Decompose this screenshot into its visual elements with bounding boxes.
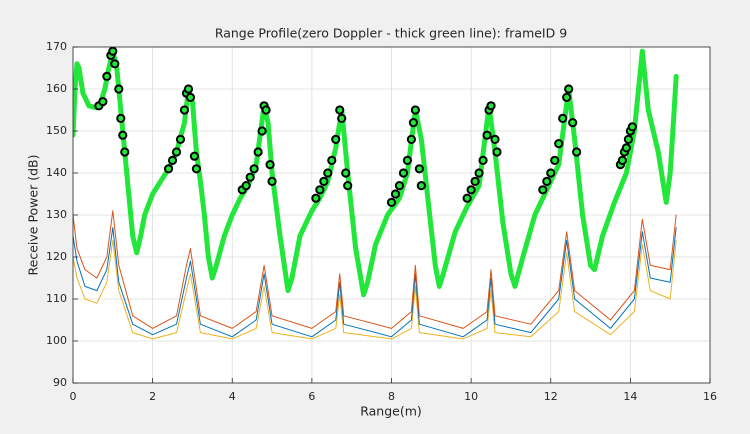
x-tick-label: 14 bbox=[623, 390, 637, 403]
marker bbox=[416, 181, 426, 191]
x-tick-label: 4 bbox=[229, 390, 236, 403]
marker bbox=[163, 164, 174, 174]
marker bbox=[341, 168, 351, 178]
marker bbox=[249, 164, 259, 174]
marker bbox=[478, 155, 488, 165]
marker bbox=[114, 84, 124, 94]
marker bbox=[492, 147, 502, 157]
x-tick-label: 10 bbox=[464, 390, 478, 403]
y-tick-label: 90 bbox=[53, 376, 67, 389]
marker bbox=[265, 160, 275, 170]
x-tick-label: 12 bbox=[544, 390, 558, 403]
y-axis-label: Receive Power (dB) bbox=[26, 155, 41, 276]
marker bbox=[482, 130, 492, 140]
marker bbox=[398, 168, 409, 178]
marker bbox=[337, 113, 347, 124]
marker bbox=[110, 59, 120, 69]
marker bbox=[185, 92, 196, 103]
y-tick-label: 140 bbox=[46, 166, 67, 179]
marker bbox=[558, 113, 568, 124]
x-tick-label: 2 bbox=[149, 390, 156, 403]
y-tick-label: 110 bbox=[46, 292, 67, 305]
marker bbox=[267, 176, 277, 186]
x-tick-label: 0 bbox=[70, 390, 77, 403]
marker bbox=[410, 105, 420, 115]
marker bbox=[462, 193, 472, 203]
y-tick-label: 100 bbox=[46, 334, 67, 347]
marker bbox=[490, 134, 500, 144]
marker bbox=[562, 92, 572, 103]
marker bbox=[257, 126, 267, 136]
marker bbox=[167, 155, 178, 165]
marker bbox=[572, 147, 582, 157]
marker bbox=[191, 164, 202, 174]
x-tick-label: 6 bbox=[308, 390, 315, 403]
marker bbox=[179, 105, 190, 115]
line-series bbox=[73, 239, 677, 340]
marker bbox=[245, 172, 255, 182]
marker bbox=[102, 71, 112, 82]
marker bbox=[470, 176, 480, 186]
y-tick-label: 150 bbox=[46, 124, 67, 137]
marker bbox=[171, 147, 182, 157]
marker bbox=[327, 155, 337, 165]
marker bbox=[343, 181, 353, 191]
y-tick-label: 170 bbox=[46, 40, 67, 53]
marker bbox=[98, 97, 108, 107]
marker bbox=[466, 185, 476, 195]
marker bbox=[627, 122, 637, 132]
x-tick-label: 8 bbox=[388, 390, 395, 403]
marker bbox=[120, 147, 130, 157]
marker bbox=[474, 168, 484, 178]
marker bbox=[253, 147, 263, 157]
marker bbox=[414, 164, 424, 174]
ticks: 0 2 4 6 8 10 12 14 16 90 100 110 120 130 140 150 160 170 bbox=[46, 40, 717, 403]
marker bbox=[564, 84, 574, 94]
line-series bbox=[73, 227, 677, 338]
marker bbox=[116, 113, 126, 124]
plot bbox=[73, 47, 679, 340]
marker bbox=[315, 185, 325, 195]
y-tick-label: 160 bbox=[46, 82, 67, 95]
x-tick-label: 16 bbox=[703, 390, 717, 403]
marker bbox=[621, 143, 631, 153]
x-axis-label: Range(m) bbox=[360, 404, 422, 419]
marker bbox=[335, 105, 345, 115]
marker bbox=[568, 118, 578, 128]
marker bbox=[542, 176, 552, 186]
marker bbox=[406, 134, 417, 144]
marker bbox=[623, 134, 633, 144]
marker bbox=[408, 118, 418, 128]
y-tick-label: 120 bbox=[46, 250, 67, 263]
marker bbox=[118, 130, 128, 140]
marker bbox=[261, 105, 271, 115]
marker bbox=[554, 139, 564, 149]
marker bbox=[546, 168, 556, 178]
marker bbox=[402, 155, 413, 165]
marker bbox=[319, 176, 329, 186]
marker bbox=[386, 197, 397, 207]
marker bbox=[175, 134, 186, 144]
marker bbox=[538, 185, 548, 195]
marker bbox=[108, 47, 118, 56]
marker bbox=[390, 189, 401, 199]
marker bbox=[394, 181, 405, 191]
marker bbox=[486, 101, 496, 111]
marker bbox=[323, 168, 333, 178]
marker bbox=[311, 193, 321, 203]
marker bbox=[331, 134, 341, 144]
marker bbox=[550, 155, 560, 165]
marker bbox=[189, 151, 200, 161]
marker bbox=[183, 84, 194, 94]
line-series bbox=[73, 210, 677, 329]
y-tick-label: 130 bbox=[46, 208, 67, 221]
marker bbox=[617, 155, 628, 165]
marker bbox=[241, 181, 251, 191]
chart-title: Range Profile(zero Doppler - thick green… bbox=[215, 26, 567, 41]
